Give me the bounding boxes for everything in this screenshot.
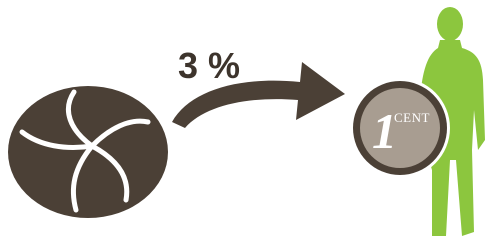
bread-roll: [8, 86, 168, 218]
percentage-label: 3 %: [178, 45, 240, 86]
infographic: 3 % 1 CENT: [0, 0, 485, 243]
coin: 1 CENT: [350, 78, 450, 178]
page: {"label": "3 %", "coin": {"number": "1",…: [0, 0, 485, 243]
coin-unit: CENT: [394, 110, 430, 125]
